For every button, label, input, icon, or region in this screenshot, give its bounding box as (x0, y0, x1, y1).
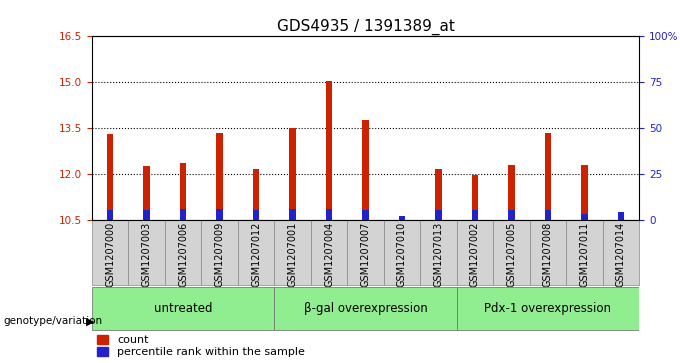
Bar (508, 164, 515, 220)
Bar (216, 132, 223, 220)
Text: GSM1207014: GSM1207014 (616, 221, 626, 287)
Bar (457, 287, 639, 330)
Bar (143, 211, 150, 220)
Bar (617, 212, 624, 220)
Bar (617, 212, 624, 220)
Bar (545, 211, 551, 220)
Text: GSM1207012: GSM1207012 (251, 221, 261, 287)
Bar (398, 216, 405, 220)
Bar (493, 220, 530, 285)
Text: genotype/variation: genotype/variation (3, 316, 103, 326)
Text: GSM1207006: GSM1207006 (178, 221, 188, 287)
Bar (289, 128, 296, 220)
Bar (435, 211, 442, 220)
Bar (420, 220, 457, 285)
Text: GSM1207002: GSM1207002 (470, 221, 480, 287)
Bar (326, 209, 333, 220)
Bar (289, 209, 296, 220)
Bar (274, 287, 457, 330)
Bar (347, 220, 384, 285)
Bar (508, 211, 515, 220)
Bar (457, 220, 493, 285)
Bar (545, 132, 551, 220)
Bar (253, 169, 259, 220)
Legend: count, percentile rank within the sample: count, percentile rank within the sample (97, 335, 305, 358)
Text: GSM1207001: GSM1207001 (288, 221, 298, 287)
Text: GSM1207007: GSM1207007 (360, 221, 371, 287)
Text: untreated: untreated (154, 302, 212, 315)
Bar (472, 211, 478, 220)
Bar (581, 164, 588, 220)
Text: Pdx-1 overexpression: Pdx-1 overexpression (484, 302, 611, 315)
Text: GSM1207008: GSM1207008 (543, 221, 553, 287)
Title: GDS4935 / 1391389_at: GDS4935 / 1391389_at (277, 19, 454, 35)
Bar (384, 220, 420, 285)
Bar (362, 120, 369, 220)
Bar (216, 209, 223, 220)
Text: GSM1207009: GSM1207009 (214, 221, 224, 287)
Text: GSM1207010: GSM1207010 (397, 221, 407, 287)
Bar (180, 163, 186, 220)
Bar (201, 220, 238, 285)
Bar (566, 220, 602, 285)
Text: ▶: ▶ (86, 316, 95, 326)
Bar (92, 287, 274, 330)
Bar (362, 211, 369, 220)
Text: β-gal overexpression: β-gal overexpression (304, 302, 427, 315)
Bar (274, 220, 311, 285)
Text: GSM1207013: GSM1207013 (433, 221, 443, 287)
Bar (581, 214, 588, 220)
Bar (180, 209, 186, 220)
Bar (107, 134, 114, 220)
Bar (143, 166, 150, 220)
Text: GSM1207004: GSM1207004 (324, 221, 334, 287)
Text: GSM1207005: GSM1207005 (507, 221, 517, 287)
Bar (92, 220, 129, 285)
Bar (129, 220, 165, 285)
Bar (398, 217, 405, 220)
Bar (107, 211, 114, 220)
Bar (165, 220, 201, 285)
Text: GSM1207003: GSM1207003 (141, 221, 152, 287)
Bar (530, 220, 566, 285)
Bar (238, 220, 274, 285)
Bar (602, 220, 639, 285)
Bar (326, 81, 333, 220)
Bar (253, 211, 259, 220)
Bar (311, 220, 347, 285)
Text: GSM1207011: GSM1207011 (579, 221, 590, 287)
Bar (472, 175, 478, 220)
Text: GSM1207000: GSM1207000 (105, 221, 115, 287)
Bar (435, 169, 442, 220)
